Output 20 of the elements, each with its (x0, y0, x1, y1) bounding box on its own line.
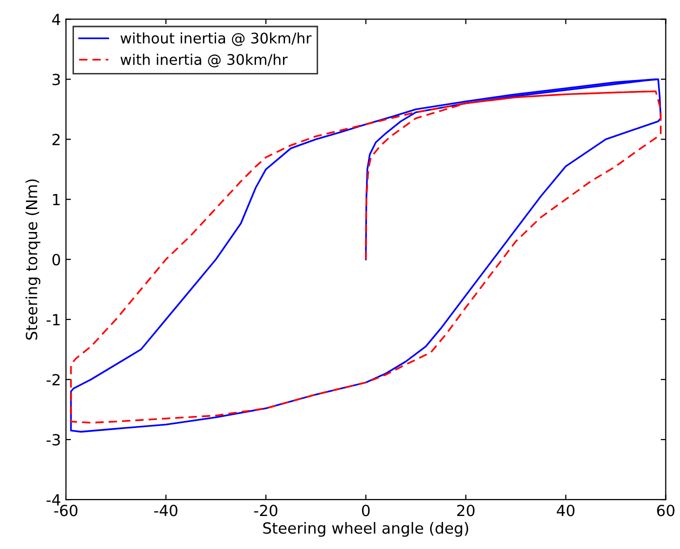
y-tick-label: -4 (46, 494, 60, 506)
x-tick-label: 20 (457, 504, 475, 516)
x-axis-title: Steering wheel angle (deg) (263, 522, 468, 537)
x-tick-label: -20 (254, 504, 278, 516)
legend-label: without inertia @ 30km/hr (120, 32, 312, 46)
legend-label: with inertia @ 30km/hr (120, 54, 288, 68)
x-tick-label: -60 (54, 504, 78, 516)
y-tick-label: -3 (46, 434, 60, 446)
y-tick-label: -1 (46, 314, 60, 326)
y-axis-title: Steering torque (Nm) (26, 179, 40, 340)
y-tick-label: 0 (52, 254, 60, 266)
y-tick-label: 3 (52, 74, 60, 86)
y-tick-label: 1 (53, 194, 60, 206)
x-tick-label: 0 (362, 504, 370, 516)
y-tick-label: -2 (46, 374, 60, 386)
y-tick-label: 2 (52, 134, 60, 146)
x-tick-label: 60 (657, 504, 674, 516)
x-tick-label: 40 (556, 504, 574, 516)
x-tick-label: -40 (154, 504, 178, 516)
y-tick-label: 4 (52, 14, 60, 26)
